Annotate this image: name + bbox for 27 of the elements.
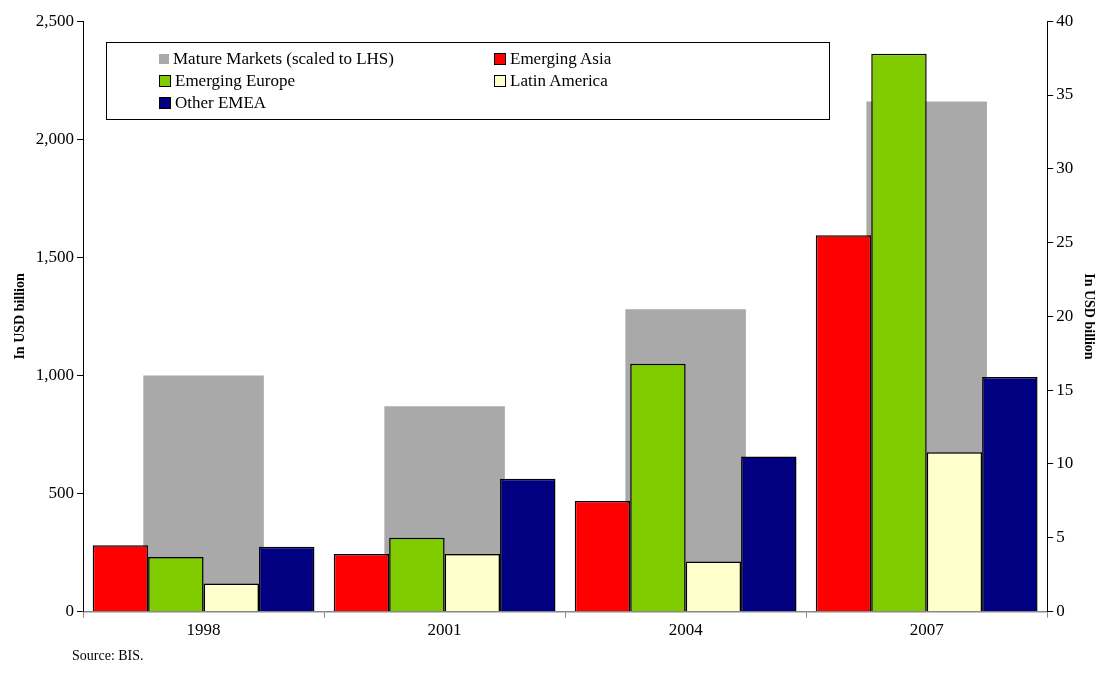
x-tick-label: 2001	[427, 620, 462, 640]
y2-tick-label: 20	[1056, 305, 1074, 325]
y-tick-label: 1,000	[35, 364, 75, 384]
y-tick-label: 500	[48, 482, 75, 502]
x-tick-label: 2007	[909, 620, 945, 640]
legend-label: Latin America	[510, 71, 608, 91]
y-tick-label: 1,500	[35, 246, 75, 266]
y-axis-title: In USD billion	[12, 273, 28, 360]
y2-tick-label: 40	[1056, 10, 1074, 30]
y2-tick-label: 0	[1056, 601, 1065, 621]
y2-tick-label: 15	[1056, 379, 1074, 399]
y2-tick-label: 25	[1056, 232, 1074, 252]
y2-tick-label: 5	[1056, 527, 1065, 547]
y-tick-label: 2,500	[35, 10, 75, 30]
legend-label: Mature Markets (scaled to LHS)	[173, 49, 394, 69]
source-note: Source: BIS.	[72, 648, 144, 664]
y2-tick-label: 10	[1056, 453, 1074, 473]
y2-tick-label: 35	[1056, 84, 1074, 104]
legend-label: Emerging Asia	[510, 49, 612, 69]
y-tick-label: 0	[65, 601, 75, 621]
x-tick-label: 2004	[668, 620, 704, 640]
y2-axis-title: In USD billion	[1081, 273, 1097, 360]
x-tick-label: 1998	[186, 620, 221, 640]
legend-label: Other EMEA	[175, 93, 267, 113]
legend-label: Emerging Europe	[175, 71, 296, 91]
y-tick-label: 2,000	[35, 128, 75, 148]
y2-tick-label: 30	[1056, 158, 1074, 178]
